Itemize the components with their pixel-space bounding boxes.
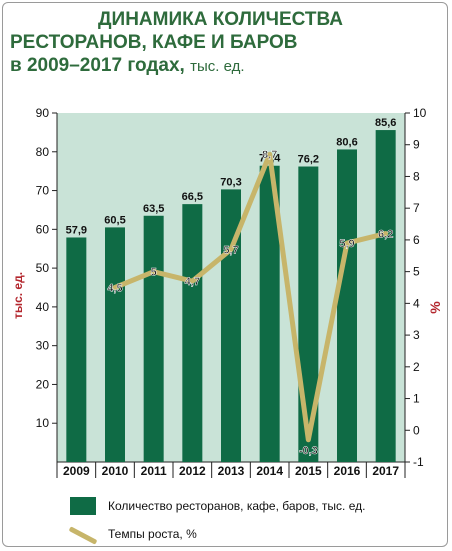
y-tick-label-left: 40 [36,300,50,314]
bar [143,215,164,462]
legend-item-line: Темпы роста, % [70,523,440,545]
y-tick-label-left: 50 [36,261,50,275]
y-axis-label-left: тыс. ед. [11,272,25,319]
legend-line-label: Темпы роста, % [108,527,197,541]
bar [259,165,280,462]
bar-data-label: 66,5 [182,191,203,203]
title-line-3: в 2009–2017 годах, тыс. ед. [10,54,440,78]
growth-data-label: -0,3 [299,445,318,457]
x-tick-label: 2011 [141,464,167,478]
bar-data-label: 76,2 [298,154,319,166]
y-tick-label-right: 5 [413,265,420,279]
y-tick-label-right: 3 [413,328,420,342]
title-unit: тыс. ед. [190,58,245,75]
bar-data-label: 70,3 [220,176,241,188]
y-tick-label-left: 30 [36,339,50,353]
y-tick-label-right: -1 [413,455,424,469]
legend-bar-swatch [70,497,96,515]
legend-item-bars: Количество ресторанов, кафе, баров, тыс.… [70,495,440,517]
y-tick-label-right: 10 [413,106,427,120]
y-tick-label-left: 20 [36,377,50,391]
chart-title: ДИНАМИКА КОЛИЧЕСТВА РЕСТОРАНОВ, КАФЕ И Б… [10,8,440,78]
bar [66,237,87,462]
growth-data-label: 5 [151,267,157,279]
x-tick-label: 2010 [102,464,129,478]
x-tick-label: 2012 [179,464,206,478]
y-axis-label-right: % [427,301,443,314]
legend-bars-label: Количество ресторанов, кафе, баров, тыс.… [108,499,366,513]
bar [221,189,241,463]
y-tick-label-right: 7 [413,201,420,215]
growth-data-label: 4,5 [107,283,122,295]
growth-data-label: 4,7 [185,276,200,288]
y-tick-label-left: 10 [36,416,50,430]
growth-line [112,151,389,443]
bar [105,227,125,462]
bar-data-label: 60,5 [104,214,125,226]
growth-data-label: 8,7 [262,149,277,161]
y-tick-label-left: 80 [36,145,50,159]
y-tick-label-left: 70 [36,184,50,198]
title-line-1: ДИНАМИКА КОЛИЧЕСТВА [98,9,343,30]
x-tick-label: 2016 [334,464,361,478]
bar [298,166,319,462]
growth-data-label: 5,7 [223,244,238,256]
y-tick-label-right: 1 [413,392,420,406]
bar [337,149,357,462]
bar-data-label: 85,6 [375,117,396,129]
y-tick-label-right: 8 [413,169,420,183]
legend: Количество ресторанов, кафе, баров, тыс.… [70,495,440,545]
y-tick-label-right: 2 [413,360,420,374]
x-tick-label: 2009 [63,464,90,478]
x-tick-label: 2013 [218,464,245,478]
title-line-2: РЕСТОРАНОВ, КАФЕ И БАРОВ [10,32,298,53]
bar [182,204,203,462]
growth-data-label: 6,2 [378,229,393,241]
y-tick-label-right: 4 [413,296,420,310]
bar [375,130,396,462]
x-tick-label: 2014 [256,464,283,478]
y-tick-label-right: 0 [413,423,420,437]
growth-data-label: 5,9 [339,238,354,250]
bar-data-label: 63,5 [143,203,164,215]
bar-data-label: 57,9 [66,224,87,236]
y-tick-label-left: 60 [36,222,50,236]
legend-line-swatch [70,525,96,543]
x-tick-label: 2017 [372,464,399,478]
bar-data-label: 80,6 [336,136,357,148]
y-tick-label-right: 6 [413,233,420,247]
x-tick-label: 2015 [295,464,322,478]
y-tick-label-left: 90 [36,106,50,120]
title-line-3-text: в 2009–2017 годах, [10,55,185,76]
y-tick-label-right: 9 [413,138,420,152]
